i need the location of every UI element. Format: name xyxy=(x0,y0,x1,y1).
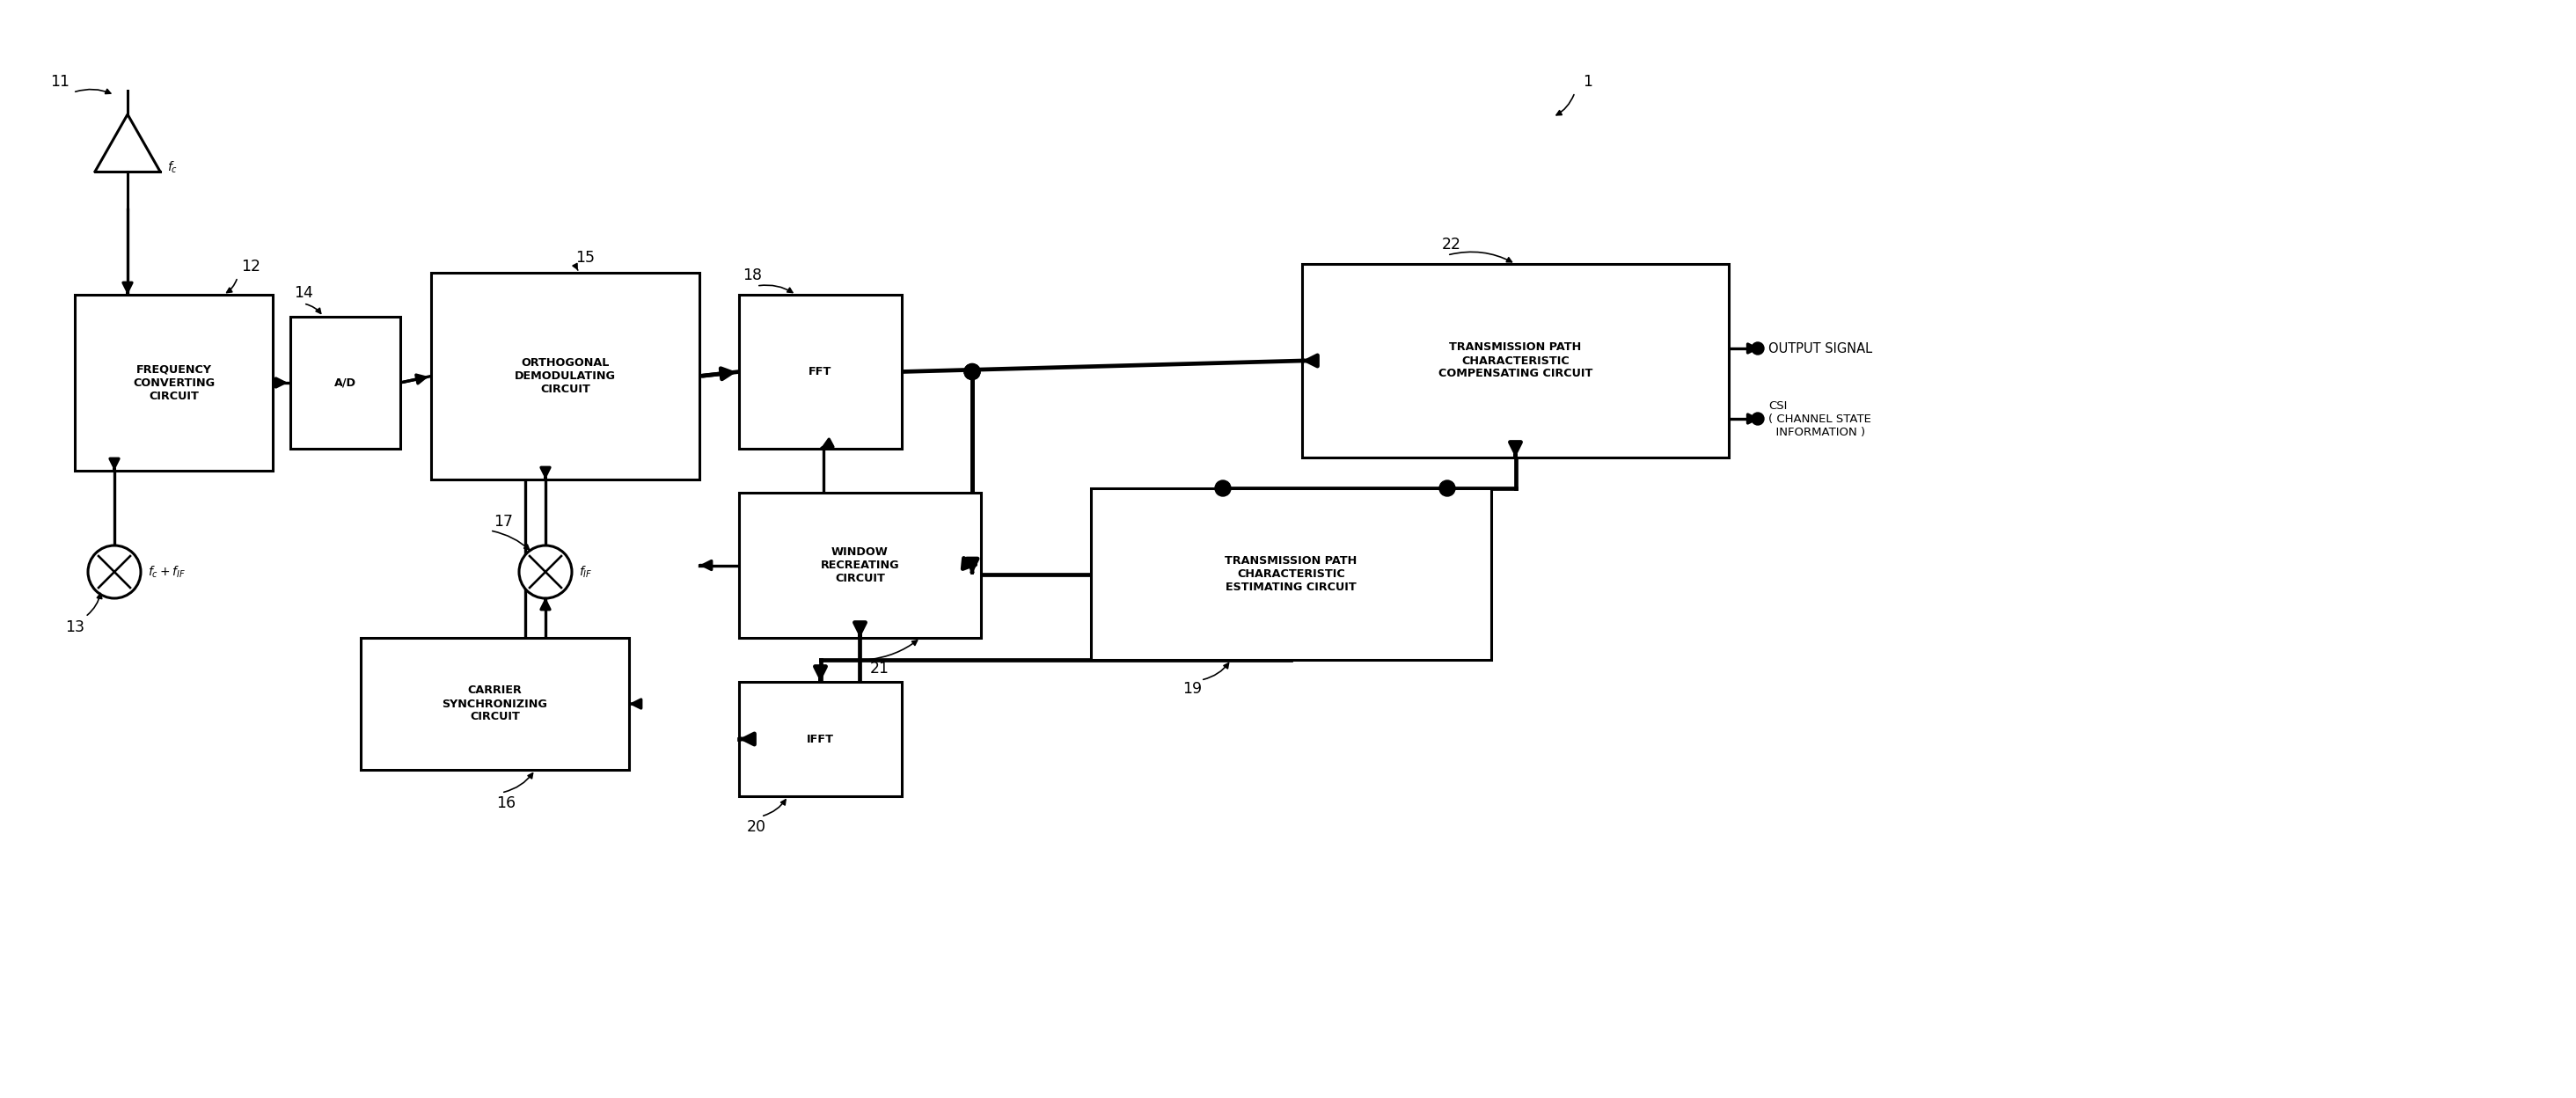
Circle shape xyxy=(1752,413,1765,425)
Text: 21: 21 xyxy=(871,661,889,676)
Text: $f_c$: $f_c$ xyxy=(167,159,178,175)
FancyBboxPatch shape xyxy=(430,272,701,480)
Text: CARRIER
SYNCHRONIZING
CIRCUIT: CARRIER SYNCHRONIZING CIRCUIT xyxy=(443,685,549,722)
Text: OUTPUT SIGNAL: OUTPUT SIGNAL xyxy=(1767,341,1873,355)
Text: 12: 12 xyxy=(242,259,260,274)
Text: 17: 17 xyxy=(495,514,513,529)
Text: 20: 20 xyxy=(747,819,765,834)
FancyBboxPatch shape xyxy=(1301,264,1728,458)
Text: TRANSMISSION PATH
CHARACTERISTIC
ESTIMATING CIRCUIT: TRANSMISSION PATH CHARACTERISTIC ESTIMAT… xyxy=(1226,556,1358,593)
FancyBboxPatch shape xyxy=(1090,489,1492,660)
Text: IFFT: IFFT xyxy=(806,733,835,744)
Circle shape xyxy=(1440,481,1455,496)
Circle shape xyxy=(963,363,979,380)
FancyBboxPatch shape xyxy=(291,316,399,449)
Text: 14: 14 xyxy=(294,285,314,301)
Text: TRANSMISSION PATH
CHARACTERISTIC
COMPENSATING CIRCUIT: TRANSMISSION PATH CHARACTERISTIC COMPENS… xyxy=(1437,341,1592,380)
FancyBboxPatch shape xyxy=(739,682,902,796)
FancyBboxPatch shape xyxy=(739,294,902,449)
Text: 22: 22 xyxy=(1443,237,1461,253)
FancyBboxPatch shape xyxy=(75,294,273,471)
Text: $f_c+f_{IF}$: $f_c+f_{IF}$ xyxy=(147,564,185,580)
Circle shape xyxy=(963,363,979,380)
Circle shape xyxy=(1752,343,1765,355)
Text: 13: 13 xyxy=(64,619,85,636)
Text: $f_{IF}$: $f_{IF}$ xyxy=(580,564,592,580)
Text: 1: 1 xyxy=(1584,74,1592,90)
Text: ORTHOGONAL
DEMODULATING
CIRCUIT: ORTHOGONAL DEMODULATING CIRCUIT xyxy=(515,357,616,395)
Text: CSI
( CHANNEL STATE
  INFORMATION ): CSI ( CHANNEL STATE INFORMATION ) xyxy=(1767,400,1870,438)
Text: 11: 11 xyxy=(49,74,70,90)
Circle shape xyxy=(520,546,572,598)
FancyBboxPatch shape xyxy=(739,493,981,638)
Text: A/D: A/D xyxy=(335,377,355,389)
Text: 18: 18 xyxy=(742,268,762,283)
Circle shape xyxy=(1216,481,1231,496)
Text: WINDOW
RECREATING
CIRCUIT: WINDOW RECREATING CIRCUIT xyxy=(822,547,899,584)
Text: 16: 16 xyxy=(497,795,515,811)
Text: FFT: FFT xyxy=(809,366,832,378)
Circle shape xyxy=(88,546,142,598)
Text: 15: 15 xyxy=(574,250,595,266)
Text: 19: 19 xyxy=(1182,681,1203,697)
Text: FREQUENCY
CONVERTING
CIRCUIT: FREQUENCY CONVERTING CIRCUIT xyxy=(134,363,214,402)
FancyBboxPatch shape xyxy=(361,638,629,770)
